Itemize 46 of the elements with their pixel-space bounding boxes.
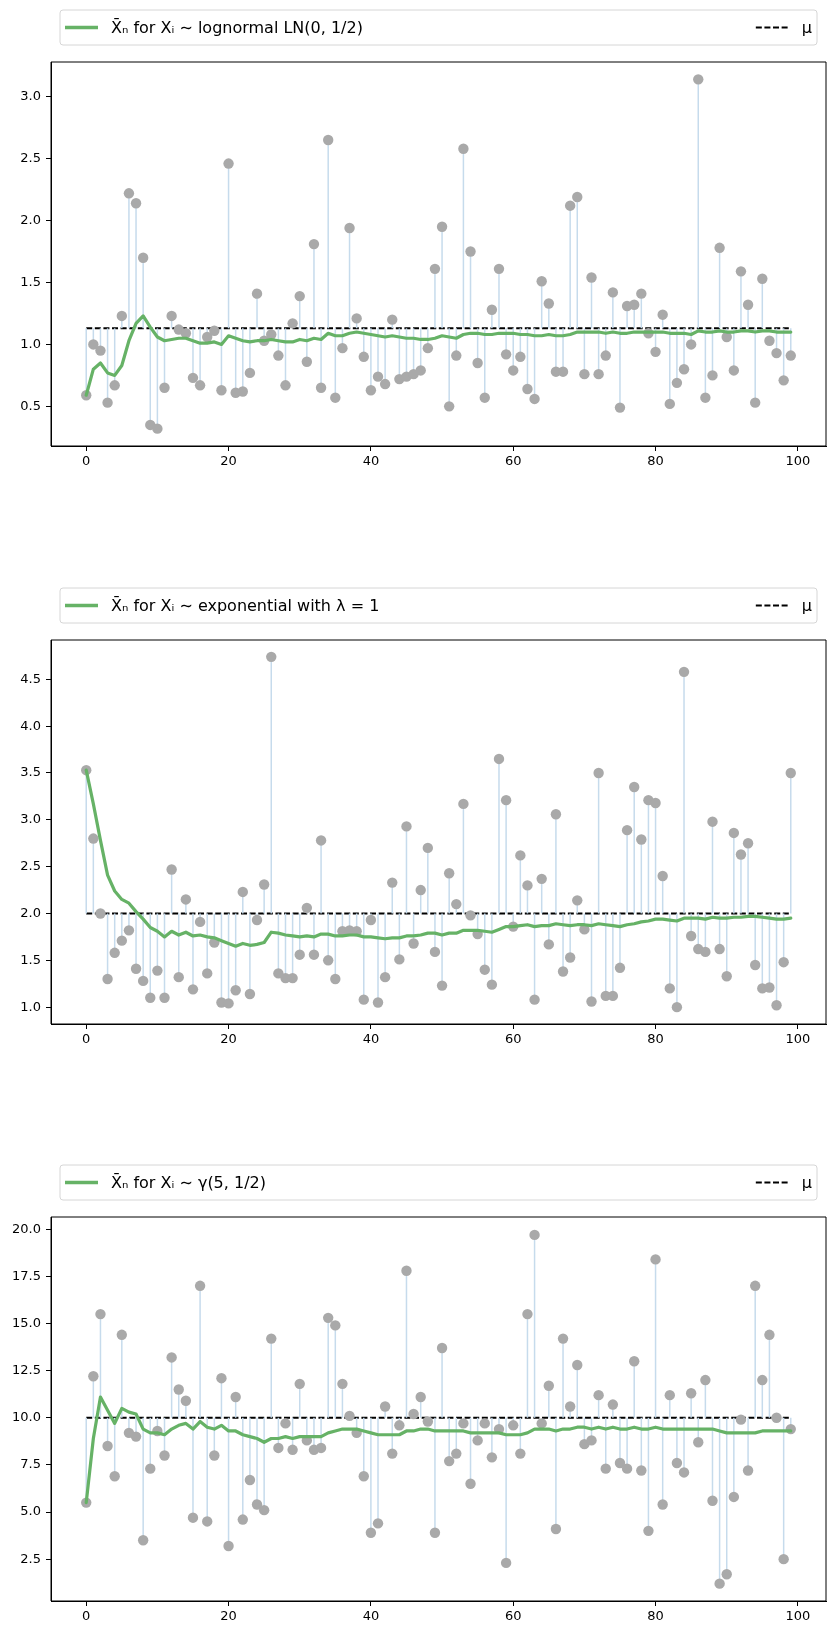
y-tick-label: 2.5 xyxy=(20,858,41,874)
x-tick-label: 0 xyxy=(82,1608,91,1624)
y-tick-label: 10.0 xyxy=(12,1409,41,1425)
x-tick-label: 40 xyxy=(362,1031,380,1047)
y-tick-label: 5.0 xyxy=(20,1503,41,1519)
y-tick-label: 2.0 xyxy=(20,904,41,920)
x-tick-label: 80 xyxy=(647,1031,664,1047)
y-tick-label: 1.5 xyxy=(20,273,41,289)
x-tick-label: 20 xyxy=(220,1031,237,1047)
x-tick-label: 100 xyxy=(785,1031,811,1047)
y-tick-label: 4.5 xyxy=(20,670,41,686)
legend-label: X̄ₙ for Xᵢ ∼ lognormal LN(0, 1/2) xyxy=(111,17,363,37)
y-tick-label: 20.0 xyxy=(12,1220,41,1236)
y-tick-label: 4.0 xyxy=(20,717,41,733)
x-tick-label: 100 xyxy=(785,453,811,469)
x-tick-label: 60 xyxy=(504,1031,522,1047)
y-tick-label: 12.5 xyxy=(12,1362,41,1378)
x-tick-label: 40 xyxy=(362,453,380,469)
x-tick-label: 60 xyxy=(504,453,522,469)
y-tick-label: 1.0 xyxy=(20,998,41,1014)
legend-label: μ xyxy=(801,17,813,37)
legend-label: X̄ₙ for Xᵢ ∼ exponential with λ = 1 xyxy=(111,595,380,615)
y-tick-label: 0.5 xyxy=(20,397,41,413)
y-tick-label: 15.0 xyxy=(12,1314,41,1330)
y-tick-label: 2.5 xyxy=(20,1550,41,1566)
x-tick-label: 60 xyxy=(504,1608,522,1624)
x-tick-label: 0 xyxy=(82,453,91,469)
legend-label: μ xyxy=(801,1172,813,1192)
x-tick-label: 0 xyxy=(82,1031,91,1047)
y-tick-label: 2.5 xyxy=(20,149,41,165)
legend-label: μ xyxy=(801,595,813,615)
legend-label: X̄ₙ for Xᵢ ∼ γ(5, 1/2) xyxy=(111,1172,266,1192)
x-tick-label: 20 xyxy=(220,1608,237,1624)
y-tick-label: 3.0 xyxy=(20,811,41,827)
y-tick-label: 7.5 xyxy=(20,1456,41,1472)
y-tick-label: 3.5 xyxy=(20,764,41,780)
x-tick-label: 40 xyxy=(362,1608,380,1624)
x-tick-label: 100 xyxy=(785,1608,811,1624)
x-tick-label: 80 xyxy=(647,1608,664,1624)
y-tick-label: 1.0 xyxy=(20,335,41,351)
y-tick-label: 3.0 xyxy=(20,88,41,104)
y-tick-label: 17.5 xyxy=(12,1267,41,1283)
x-tick-label: 20 xyxy=(220,453,237,469)
y-tick-label: 1.5 xyxy=(20,951,41,967)
x-tick-label: 80 xyxy=(647,453,664,469)
y-tick-label: 2.0 xyxy=(20,211,41,227)
